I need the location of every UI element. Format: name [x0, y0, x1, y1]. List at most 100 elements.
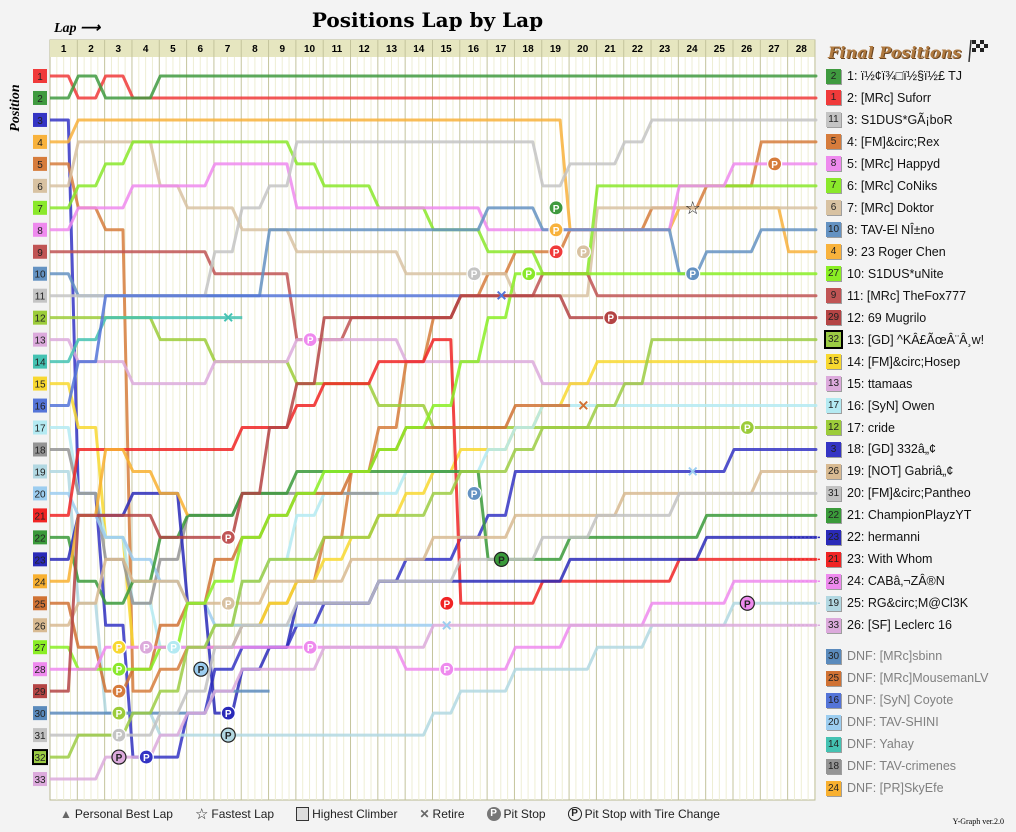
dnf-item: 16 DNF: [SyN] Coyote: [826, 691, 953, 709]
grid-badge: [33, 596, 47, 611]
grid-badge: [33, 530, 47, 545]
driver-name: 15: ttamaas: [847, 376, 913, 391]
legend-text: Retire: [432, 807, 465, 821]
pit-stop-marker: [739, 419, 755, 436]
car-number-badge: 3: [826, 441, 841, 457]
car-number-badge: 18: [826, 758, 841, 774]
pit-stop-marker: [302, 639, 318, 655]
lap-tick-label: 1: [61, 44, 67, 55]
grid-badge-label: 15: [34, 380, 46, 391]
pit-stop-label: P: [553, 226, 560, 237]
lap-tick-label: 27: [768, 44, 780, 55]
final-position-item: 22 21: ChampionPlayzYT: [826, 506, 971, 524]
grid-badge: [33, 288, 47, 303]
grid-badge-label: 2: [37, 94, 43, 105]
lap-tick-label: 4: [143, 44, 149, 55]
pit-stop-label: P: [553, 204, 560, 215]
pit-stop-marker: [493, 551, 510, 567]
grid-badge-label: 12: [34, 314, 46, 325]
car-number-badge: 9: [826, 288, 841, 304]
dnf-item: 18 DNF: TAV-crimenes: [826, 757, 956, 775]
final-position-item: 21 23: With Whom: [826, 550, 932, 568]
car-number-badge: 13: [826, 376, 841, 392]
retire-marker: ✕: [578, 398, 590, 414]
grid-badge: [33, 222, 47, 237]
final-position-item: 23 22: hermanni: [826, 528, 920, 546]
final-position-item: 28 24: CABâ‚¬ZÂ®N: [826, 572, 945, 590]
grid-badge-label: 22: [34, 533, 46, 544]
final-position-item: 5 4: [FM]&circ;Rex: [826, 133, 939, 151]
legend-pit-stop: P Pit Stop: [486, 805, 546, 823]
final-position-item: 8 5: [MRc] Happyd: [826, 155, 940, 173]
grid-badge-label: 13: [34, 336, 46, 347]
grid-badge: [33, 112, 47, 127]
pit-stop-label: P: [525, 270, 532, 281]
pit-stop-label: P: [225, 731, 232, 742]
pit-tire-icon: P: [567, 807, 582, 821]
car-number-badge: 8: [826, 156, 841, 172]
driver-name: DNF: [SyN] Coyote: [847, 693, 954, 707]
pit-stop-marker: [466, 485, 482, 502]
final-position-item: 13 15: ttamaas: [826, 375, 912, 393]
pit-stop-marker: [548, 222, 564, 238]
grid-badge-label: 29: [34, 687, 46, 698]
driver-name: 24: CABâ‚¬ZÂ®N: [847, 574, 945, 589]
grid-badge: [33, 178, 47, 193]
driver-name: 2: [MRc] Suforr: [847, 90, 932, 105]
pit-stop-label: P: [553, 248, 560, 259]
legend-text: Highest Climber: [312, 807, 398, 821]
pit-stop-marker: [439, 595, 455, 611]
pit-stop-marker: [739, 595, 755, 611]
pit-stop-label: P: [198, 665, 205, 676]
driver-name: DNF: [PR]SkyEfe: [847, 781, 944, 795]
grid-badge: [33, 486, 47, 501]
retire-marker: ✕: [496, 288, 508, 304]
pit-stop-marker: [111, 749, 127, 765]
grid-badge-label: 31: [34, 731, 46, 742]
grid-badge: [33, 618, 47, 633]
car-number-badge: 6: [826, 200, 841, 216]
grid-badge: [33, 200, 47, 215]
grid-badge: [33, 728, 47, 743]
pit-stop-marker: [111, 727, 127, 743]
dnf-item: 25 DNF: [MRc]MousemanLV: [826, 669, 988, 687]
final-position-item: 27 10: S1DUS*uNite: [826, 265, 944, 283]
car-number-badge: 12: [826, 420, 841, 436]
grid-badge: [33, 354, 47, 369]
lap-tick-label: 14: [413, 44, 425, 55]
car-number-badge: 26: [826, 463, 841, 479]
legend-text: Pit Stop: [503, 807, 546, 821]
pit-stop-marker: [439, 661, 455, 677]
grid-badge: [33, 772, 47, 787]
pit-stop-label: P: [116, 643, 123, 654]
x-icon: ✕: [419, 807, 430, 821]
lap-tick-label: 3: [116, 44, 122, 55]
grid-badge-label: 17: [34, 424, 46, 435]
final-position-item: 29 12: 69 Mugrilo: [826, 309, 926, 327]
driver-name: DNF: TAV-crimenes: [847, 759, 957, 773]
pit-stop-marker: [548, 200, 564, 216]
driver-name: 26: [SF] Leclerc 16: [847, 618, 952, 633]
lap-tick-label: 26: [741, 44, 753, 55]
pit-stop-label: P: [580, 248, 587, 259]
series-line-car-16: [50, 294, 461, 408]
final-position-item: 15 14: [FM]&circ;Hosep: [826, 353, 960, 371]
triangle-icon: ▲: [60, 807, 72, 821]
car-number-badge: 1: [826, 90, 841, 106]
pit-stop-marker: [138, 639, 154, 655]
grid-badge: [33, 90, 47, 105]
grid-badge-label: 8: [37, 226, 43, 237]
marker-legend: ▲ Personal Best Lap ☆ Fastest Lap Highest …: [60, 805, 720, 823]
grid-badge-label: 23: [34, 555, 46, 566]
series-line-car-13: [50, 338, 818, 386]
final-position-item: 10 8: TAV-El NÎ±no: [826, 221, 934, 239]
lap-label-text: Lap: [54, 21, 77, 36]
pit-icon: P: [486, 807, 501, 821]
final-position-item: 6 7: [MRc] Doktor: [826, 199, 934, 217]
driver-name: 7: [MRc] Doktor: [847, 200, 934, 215]
final-positions-text: Final Positions: [828, 43, 962, 62]
series-line-car-1: [50, 74, 818, 100]
final-position-item: 17 16: [SyN] Owen: [826, 397, 935, 415]
pit-stop-label: P: [116, 665, 123, 676]
driver-name: 10: S1DUS*uNite: [847, 266, 944, 281]
